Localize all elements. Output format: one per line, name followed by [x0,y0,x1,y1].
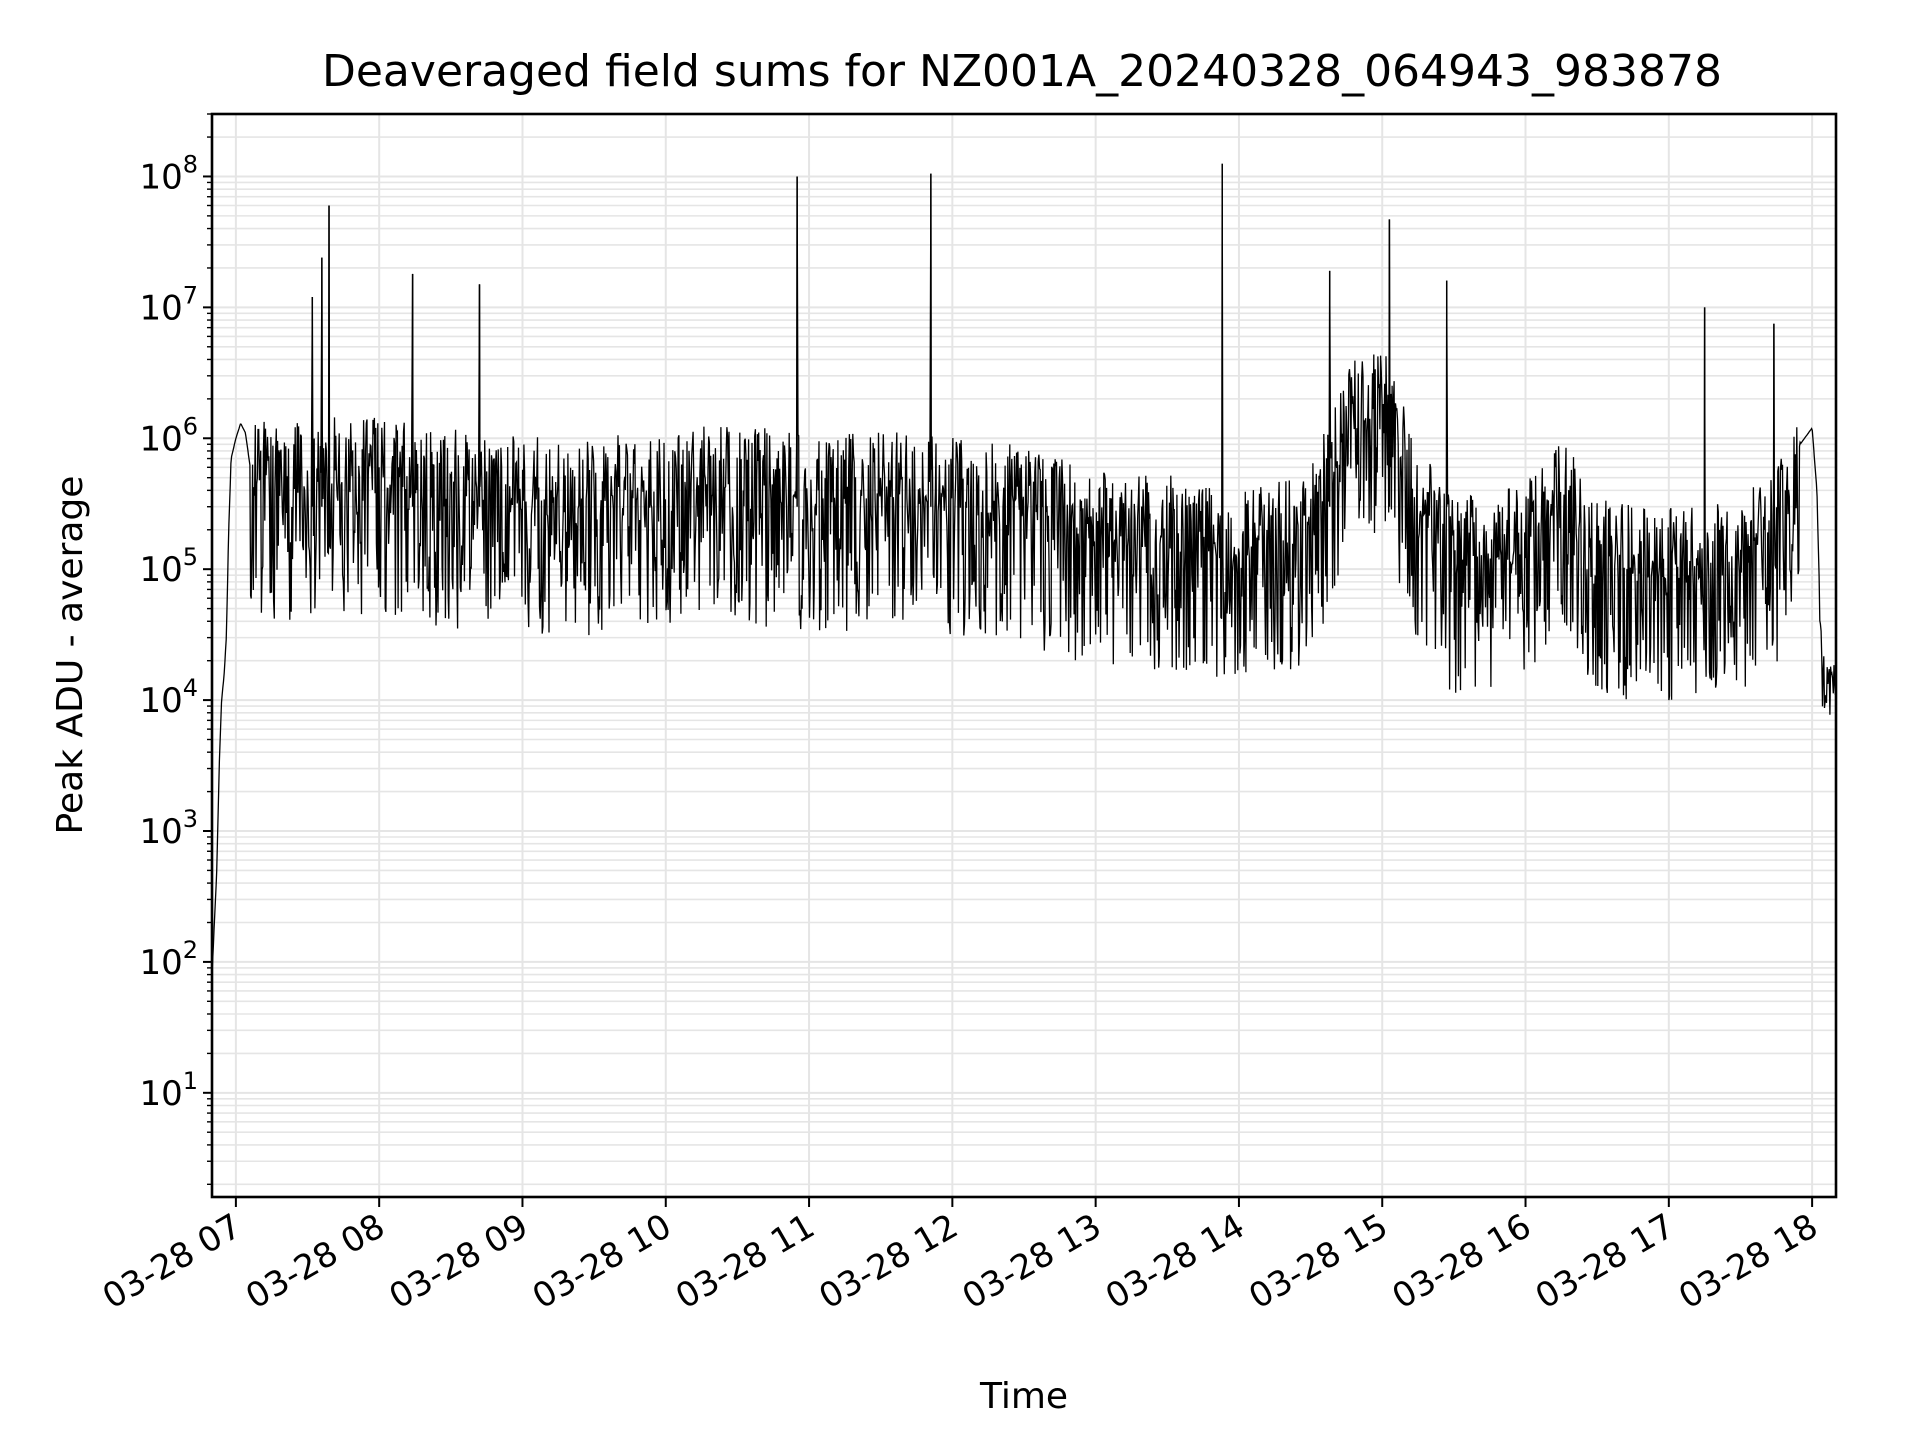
y-tick-label: 104 [139,674,198,721]
y-tick-label: 102 [139,936,198,983]
grid-lines [212,113,1836,1197]
series-line-group [211,163,1837,975]
chart-title: Deaveraged field sums for NZ001A_2024032… [322,46,1722,97]
y-tick-label: 108 [139,150,198,197]
x-axis-label: Time [979,1376,1068,1417]
y-tick-label: 107 [139,281,198,328]
y-axis-label: Peak ADU - average [50,476,91,835]
y-tick-label: 103 [139,805,198,852]
y-tick-label: 101 [139,1067,198,1114]
y-tick-label: 105 [139,543,198,590]
series-line [211,163,1837,975]
plot-frame [210,112,1838,1199]
y-tick-label: 106 [139,412,198,459]
